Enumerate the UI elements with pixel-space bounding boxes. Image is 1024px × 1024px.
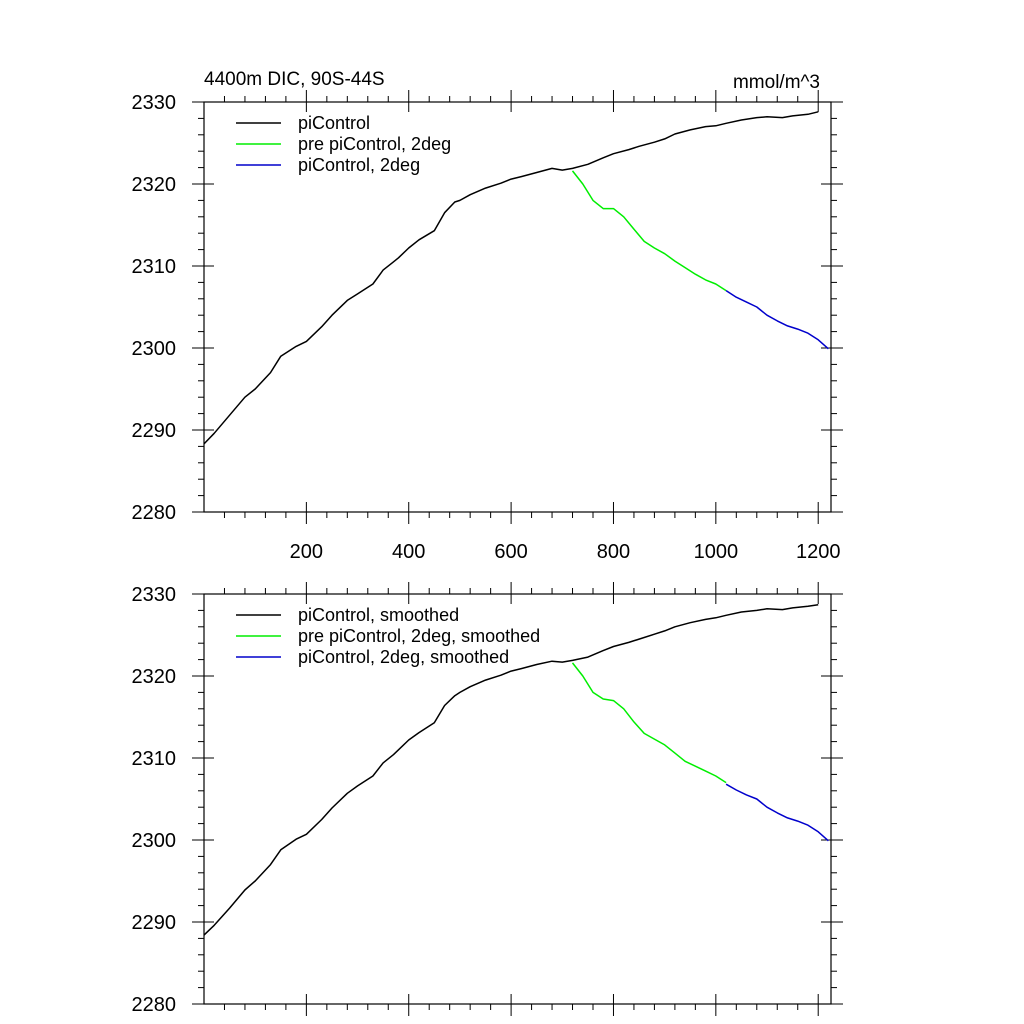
y-tick-label: 2330 [132, 92, 177, 114]
legend-label: piControl, 2deg, smoothed [298, 647, 509, 667]
legend-label: piControl [298, 113, 370, 133]
x-tick-label: 1200 [796, 541, 841, 563]
chart-title: 4400m DIC, 90S-44S [204, 69, 385, 90]
y-tick-label: 2300 [132, 338, 177, 360]
x-tick-label: 600 [494, 541, 527, 563]
x-tick-label: 800 [597, 541, 630, 563]
y-tick-label: 2320 [132, 174, 177, 196]
y-tick-label: 2290 [132, 420, 177, 442]
series-line-2 [725, 783, 829, 842]
y-tick-label: 2310 [132, 256, 177, 278]
y-tick-label: 2330 [132, 584, 177, 606]
series-line-0 [203, 111, 819, 445]
top-panel: 2280 2290 2300 2310 2320 2330 200 400 600 800 1000… [132, 90, 843, 563]
plot-frame [203, 593, 832, 1005]
plot-frame [203, 101, 832, 513]
units-label: mmol/m^3 [733, 72, 820, 93]
legend-label: pre piControl, 2deg, smoothed [298, 626, 540, 646]
bottom-panel: 2280 2290 2300 2310 2320 2330 piControl, smoot… [132, 582, 843, 1016]
series-line-0 [203, 603, 819, 936]
series-line-1 [571, 662, 727, 784]
x-tick-label: 200 [290, 541, 323, 563]
y-tick-label: 2290 [132, 912, 177, 934]
legend-label: pre piControl, 2deg [298, 134, 451, 154]
legend-label: piControl, 2deg [298, 155, 420, 175]
y-tick-label: 2280 [132, 502, 177, 524]
y-tick-label: 2300 [132, 830, 177, 852]
x-tick-label: 1000 [694, 541, 739, 563]
y-tick-label: 2310 [132, 748, 177, 770]
y-tick-label: 2320 [132, 666, 177, 688]
y-tick-label: 2280 [132, 994, 177, 1016]
x-tick-label: 400 [392, 541, 425, 563]
series-line-2 [725, 289, 829, 350]
legend-label: piControl, smoothed [298, 605, 459, 625]
series-line-1 [571, 170, 727, 292]
